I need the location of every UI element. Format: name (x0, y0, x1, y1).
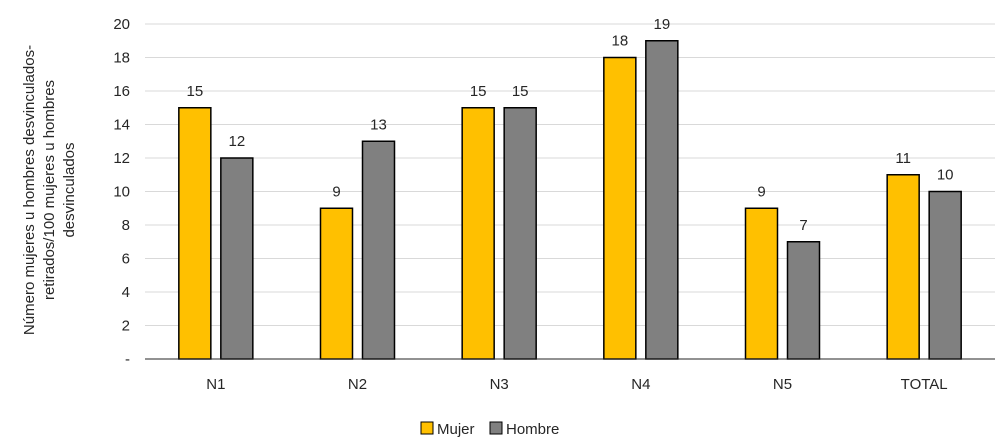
y-tick-label: 4 (122, 284, 130, 301)
legend-swatch-hombre (489, 421, 503, 435)
y-tick-label: 2 (122, 318, 130, 335)
data-label: 15 (186, 83, 203, 100)
x-tick-label: N5 (773, 376, 792, 393)
y-tick-label: 8 (122, 217, 130, 234)
bar-mujer-total (886, 174, 920, 360)
x-tick-label: N4 (631, 376, 650, 393)
y-tick-label: 12 (113, 150, 130, 167)
x-axis-ticks: N1 N2 N3 N4 N5 TOTAL (206, 376, 947, 393)
y-tick-label: 6 (122, 251, 130, 268)
x-tick-label: N3 (490, 376, 509, 393)
y-tick-label: 18 (113, 50, 130, 67)
legend-swatch-mujer (420, 421, 434, 435)
legend: Mujer Hombre (420, 421, 559, 438)
data-label: 19 (653, 16, 670, 33)
bar-mujer-n4 (603, 56, 637, 360)
bars (178, 40, 962, 360)
bar-hombre-n5 (786, 241, 821, 360)
bar-mujer-n1 (178, 107, 212, 360)
gridlines (145, 23, 995, 326)
bar-hombre-n2 (361, 140, 396, 360)
data-label: 9 (332, 183, 340, 200)
x-tick-label: N2 (348, 376, 367, 393)
bar-hombre-total (928, 190, 962, 360)
data-label: 10 (937, 167, 954, 184)
y-axis-label-line-2: retirados/100 mujeres u hombres (41, 80, 58, 300)
data-label: 15 (512, 83, 529, 100)
data-label: 18 (611, 33, 628, 50)
data-labels: 15 12 9 13 15 15 18 19 9 7 11 10 (186, 16, 953, 234)
y-tick-label: 20 (113, 16, 130, 33)
y-axis-ticks: - 2 4 6 8 10 12 14 16 18 20 (113, 16, 130, 368)
y-tick-label: - (125, 351, 130, 368)
data-label: 11 (895, 150, 911, 167)
y-axis-label-line-3: desvinculados (61, 142, 78, 237)
bar-hombre-n1 (220, 157, 254, 360)
data-label: 13 (370, 116, 387, 133)
data-label: 12 (228, 133, 245, 150)
x-tick-label: TOTAL (901, 376, 948, 393)
y-tick-label: 10 (113, 184, 130, 201)
bar-hombre-n3 (503, 107, 537, 360)
legend-label-hombre: Hombre (506, 421, 559, 438)
bar-mujer-n2 (319, 207, 354, 360)
data-label: 9 (757, 183, 765, 200)
y-tick-label: 16 (113, 83, 130, 100)
legend-label-mujer: Mujer (437, 421, 475, 438)
bar-mujer-n3 (461, 107, 495, 360)
y-tick-label: 14 (113, 117, 130, 134)
data-label: 15 (470, 83, 487, 100)
bar-mujer-n5 (744, 207, 779, 360)
data-label: 7 (799, 217, 807, 234)
bar-hombre-n4 (645, 40, 679, 360)
y-axis-label: Número mujeres u hombres desvinculados- … (21, 45, 78, 335)
x-tick-label: N1 (206, 376, 225, 393)
y-axis-label-line-1: Número mujeres u hombres desvinculados- (21, 45, 38, 335)
